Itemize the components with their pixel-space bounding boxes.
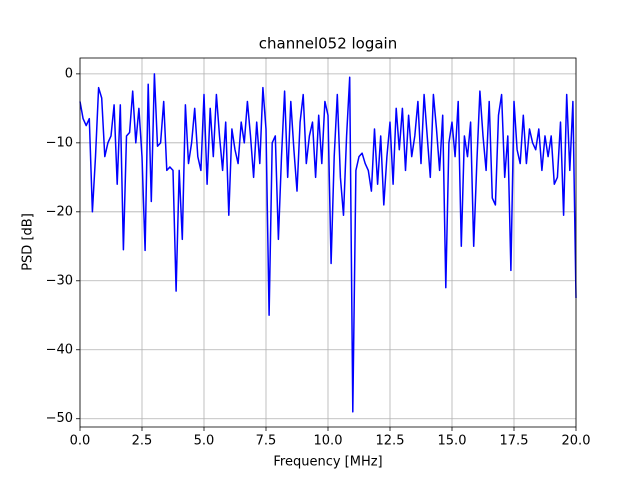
x-tick-label: 0.0 [70,434,91,449]
y-tick-label: 0 [65,66,73,81]
y-tick-label: −20 [46,204,73,219]
y-tick-label: −10 [46,135,73,150]
x-tick-label: 2.5 [132,434,153,449]
y-axis-label: PSD [dB] [21,213,36,271]
x-tick-label: 20.0 [562,434,591,449]
y-tick-label: −30 [46,273,73,288]
chart-title: channel052 logain [259,35,398,53]
y-tick-label: −50 [46,411,73,426]
x-axis-label: Frequency [MHz] [273,455,382,470]
x-tick-label: 15.0 [438,434,467,449]
x-tick-label: 10.0 [314,434,343,449]
x-tick-label: 5.0 [194,434,215,449]
y-tick-label: −40 [46,342,73,357]
plot-area [79,73,577,413]
x-tick-label: 12.5 [376,434,405,449]
data-line [79,73,577,413]
x-tick-label: 7.5 [256,434,277,449]
x-tick-label: 17.5 [500,434,529,449]
